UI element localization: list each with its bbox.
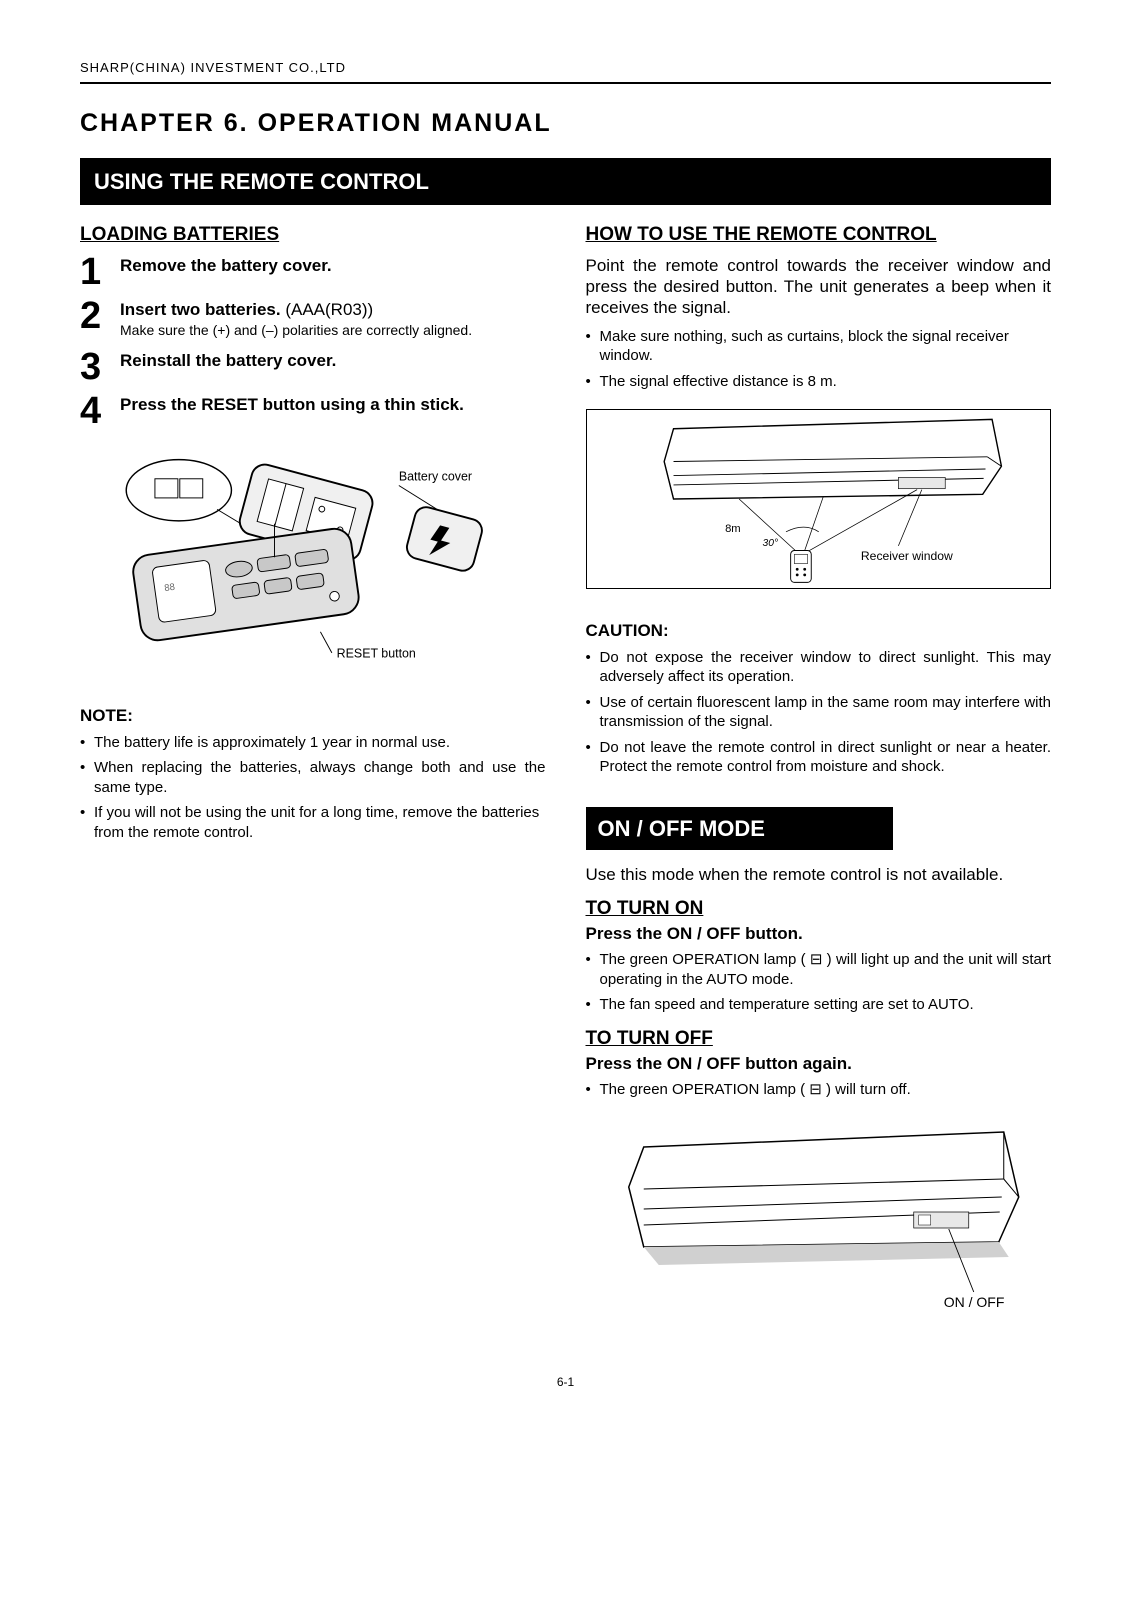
turn-off-head: TO TURN OFF	[586, 1027, 1052, 1051]
caution-3: Do not leave the remote control in direc…	[586, 738, 1052, 777]
intro-bullets: Make sure nothing, such as curtains, blo…	[586, 327, 1052, 392]
note-list: The battery life is approximately 1 year…	[80, 733, 546, 843]
svg-text:88: 88	[164, 582, 176, 594]
receiver-window-label: Receiver window	[860, 549, 952, 563]
step-3-title: Reinstall the battery cover.	[120, 351, 336, 370]
caution-head: CAUTION:	[586, 620, 1052, 641]
turn-on-head: TO TURN ON	[586, 897, 1052, 921]
step-2-extra: (AAA(R03))	[281, 300, 374, 319]
turn-off-sub: Press the ON / OFF button again.	[586, 1053, 1052, 1074]
loading-batteries-head: LOADING BATTERIES	[80, 223, 546, 247]
banner-on-off: ON / OFF MODE	[586, 807, 893, 851]
note-2: When replacing the batteries, always cha…	[80, 758, 546, 797]
reset-button-label: RESET button	[337, 647, 416, 661]
step-4: 4 Press the RESET button using a thin st…	[80, 394, 546, 428]
distance-label: 8m	[725, 523, 741, 535]
step-4-title: Press the RESET button using a thin stic…	[120, 394, 546, 415]
step-2-title: Insert two batteries.	[120, 300, 281, 319]
intro-b1: Make sure nothing, such as curtains, blo…	[586, 327, 1052, 366]
step-1-title: Remove the battery cover.	[120, 256, 332, 275]
banner-using-remote: USING THE REMOTE CONTROL	[80, 158, 1051, 206]
turn-on-sub: Press the ON / OFF button.	[586, 923, 1052, 944]
note-3: If you will not be using the unit for a …	[80, 803, 546, 842]
turn-off-b1: The green OPERATION lamp ( ⊟ ) will turn…	[586, 1080, 1052, 1100]
caution-2: Use of certain fluorescent lamp in the s…	[586, 693, 1052, 732]
onoff-intro: Use this mode when the remote control is…	[586, 864, 1052, 885]
how-to-intro: Point the remote control towards the rec…	[586, 255, 1052, 319]
left-column: LOADING BATTERIES 1 Remove the battery c…	[80, 223, 546, 1335]
step-1-num: 1	[80, 255, 110, 289]
step-1: 1 Remove the battery cover.	[80, 255, 546, 289]
step-2-num: 2	[80, 299, 110, 333]
ac-unit-illustration: 8m 30° Receiver window	[586, 409, 1052, 589]
step-3-num: 3	[80, 350, 110, 384]
ac-unit-illustration-2: ON / OFF	[586, 1117, 1052, 1317]
intro-b2: The signal effective distance is 8 m.	[586, 372, 1052, 392]
step-3: 3 Reinstall the battery cover.	[80, 350, 546, 384]
turn-off-bullets: The green OPERATION lamp ( ⊟ ) will turn…	[586, 1080, 1052, 1100]
turn-on-b2: The fan speed and temperature setting ar…	[586, 995, 1052, 1015]
caution-1: Do not expose the receiver window to dir…	[586, 648, 1052, 687]
angle-label: 30°	[762, 538, 778, 549]
on-off-label: ON / OFF	[943, 1294, 1004, 1310]
company-header: SHARP(CHINA) INVESTMENT CO.,LTD	[80, 60, 1051, 84]
remote-illustration: Battery cover 88 RESET button	[80, 452, 546, 672]
battery-cover-label: Battery cover	[399, 470, 472, 484]
chapter-title: CHAPTER 6. OPERATION MANUAL	[80, 108, 1051, 139]
step-2: 2 Insert two batteries. (AAA(R03)) Make …	[80, 299, 546, 340]
how-to-use-head: HOW TO USE THE REMOTE CONTROL	[586, 223, 1052, 247]
turn-on-b1: The green OPERATION lamp ( ⊟ ) will ligh…	[586, 950, 1052, 989]
turn-on-bullets: The green OPERATION lamp ( ⊟ ) will ligh…	[586, 950, 1052, 1015]
caution-list: Do not expose the receiver window to dir…	[586, 648, 1052, 777]
step-4-num: 4	[80, 394, 110, 428]
step-2-sub: Make sure the (+) and (–) polarities are…	[120, 322, 546, 340]
two-column-layout: LOADING BATTERIES 1 Remove the battery c…	[80, 223, 1051, 1335]
note-head: NOTE:	[80, 705, 546, 726]
right-column: HOW TO USE THE REMOTE CONTROL Point the …	[586, 223, 1052, 1335]
page-number: 6-1	[80, 1375, 1051, 1390]
note-1: The battery life is approximately 1 year…	[80, 733, 546, 753]
